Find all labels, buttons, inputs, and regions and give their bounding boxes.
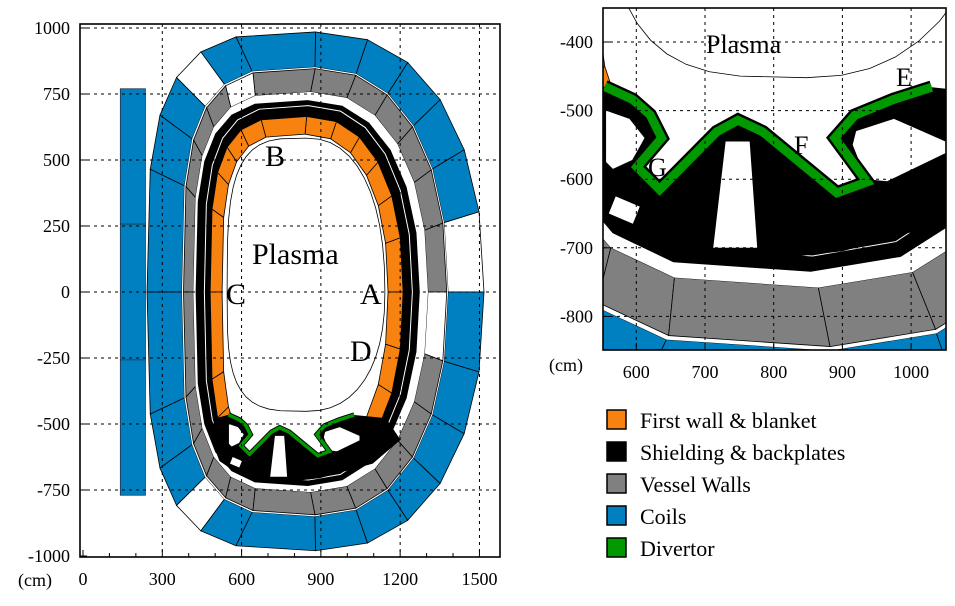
y-tick-label: 250 [43, 216, 70, 236]
legend-label: Coils [640, 504, 686, 529]
y-tick-label: -750 [37, 480, 70, 500]
y-tick-label: -500 [560, 101, 593, 121]
x-tick-label: 600 [228, 569, 255, 589]
x-tick-label: 1500 [461, 569, 497, 589]
x-tick-label: 1200 [382, 569, 418, 589]
inset-plot: 600 700 800 900 1000 -400 -500 -600 -700 -800 (cm… [549, 7, 947, 382]
label-B: B [265, 140, 285, 173]
main-plasma-label: Plasma [252, 238, 339, 271]
y-tick-label: 0 [61, 282, 70, 302]
label-F: F [794, 131, 808, 160]
x-tick-label: 800 [760, 362, 787, 382]
x-tick-label: 0 [79, 569, 88, 589]
main-x-unit: (cm) [18, 570, 52, 591]
inset-x-unit: (cm) [549, 355, 583, 376]
label-A: A [360, 278, 382, 311]
y-tick-label: -250 [37, 348, 70, 368]
y-tick-label: -800 [560, 306, 593, 326]
y-tick-label: 1000 [34, 18, 70, 38]
inset-plot-axes: 600 700 800 900 1000 -400 -500 -600 -700 -800 [560, 32, 929, 382]
legend-swatch [606, 441, 627, 462]
main-plot: 0 300 600 900 1200 1500 1000 750 500 250 0 -250 -500… [18, 18, 501, 591]
main-plot-axes: 0 300 600 900 1200 1500 1000 750 500 250 0 -250 -500… [28, 18, 497, 589]
legend-swatch [606, 505, 627, 526]
y-tick-label: 500 [43, 150, 70, 170]
y-tick-label: -500 [37, 414, 70, 434]
legend-label: Shielding & backplates [640, 440, 845, 465]
main-plot-frame [79, 23, 501, 558]
x-tick-label: 600 [623, 362, 650, 382]
label-C: C [226, 278, 246, 311]
x-tick-label: 700 [692, 362, 719, 382]
legend-item: Vessel Walls [606, 472, 751, 497]
inset-plot-grid [603, 8, 946, 350]
legend-label: First wall & blanket [640, 408, 817, 433]
x-tick-label: 900 [307, 569, 334, 589]
y-tick-label: -600 [560, 169, 593, 189]
main-plot-geometry [120, 32, 484, 551]
x-tick-label: 1000 [893, 362, 929, 382]
label-D: D [350, 335, 372, 368]
legend-label: Vessel Walls [640, 472, 751, 497]
legend-label: Divertor [640, 536, 715, 561]
y-tick-label: -700 [560, 238, 593, 258]
inset-plasma-label: Plasma [706, 30, 782, 59]
legend-swatch [606, 409, 627, 430]
y-tick-label: 750 [43, 84, 70, 104]
main-plot-grid [80, 24, 500, 557]
legend-item: First wall & blanket [606, 408, 817, 433]
y-tick-label: -400 [560, 32, 593, 52]
legend-item: Coils [606, 504, 686, 529]
label-G: G [648, 153, 667, 182]
legend-item: Shielding & backplates [606, 440, 845, 465]
legend: First wall & blanket Shielding & backplat… [606, 408, 845, 561]
legend-swatch [606, 537, 627, 558]
legend-swatch [606, 473, 627, 494]
x-tick-label: 300 [149, 569, 176, 589]
y-tick-label: -1000 [28, 546, 70, 566]
legend-item: Divertor [606, 536, 715, 561]
label-E: E [896, 63, 912, 92]
x-tick-label: 900 [829, 362, 856, 382]
